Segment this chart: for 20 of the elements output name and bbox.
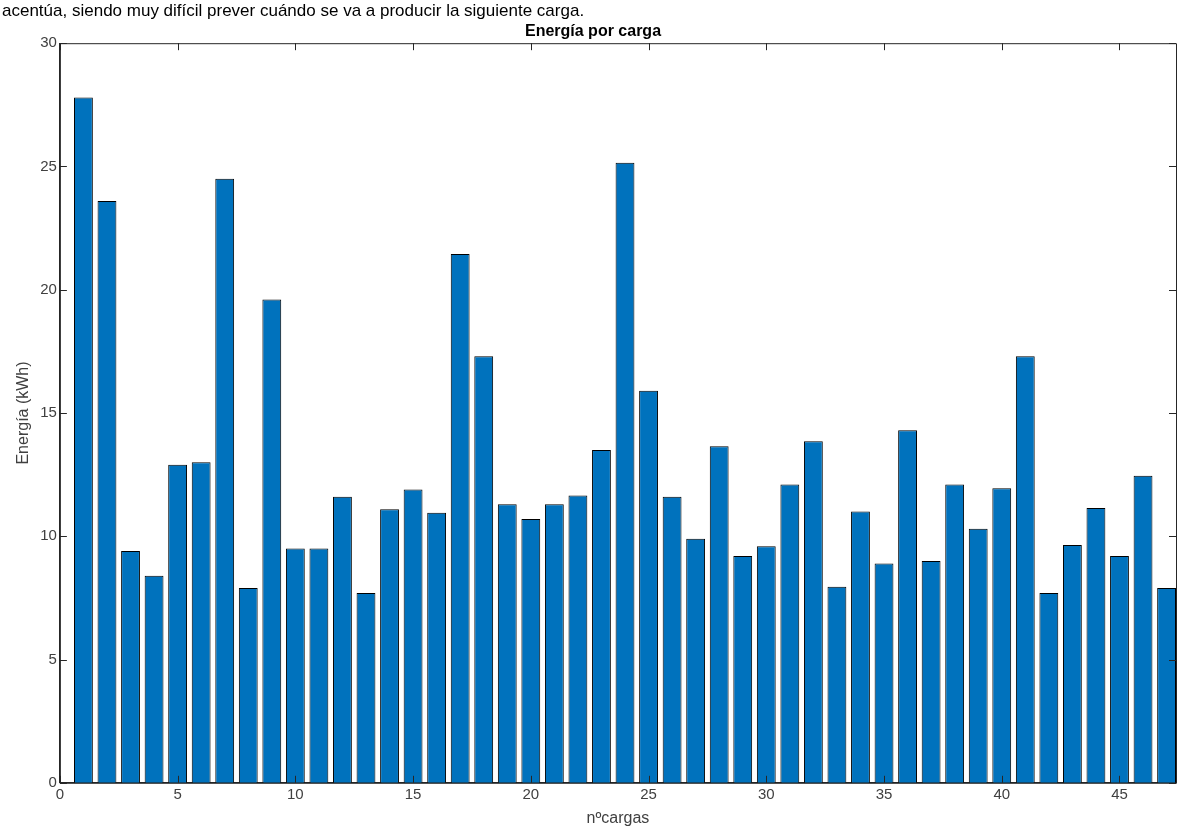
text: acentúa, siendo muy difícil prever cuándo se va a producir la siguiente carga. bbox=[1, 0, 586, 22]
x-tick-label: 15 bbox=[404, 784, 422, 802]
y-axis-title: Energía (kWh) bbox=[14, 361, 32, 465]
x-tick-label: 5 bbox=[173, 784, 182, 802]
y-tick-label: 25 bbox=[40, 156, 57, 174]
x-tick-label: 35 bbox=[875, 784, 893, 802]
y-tick-label: 30 bbox=[40, 33, 57, 51]
y-tick-label: 10 bbox=[40, 526, 57, 544]
y-tick-label: 0 bbox=[48, 772, 57, 790]
x-tick-label: 25 bbox=[640, 784, 657, 802]
x-tick-label: 30 bbox=[757, 784, 775, 802]
x-tick-label: 20 bbox=[522, 784, 540, 802]
y-tick-label: 5 bbox=[48, 649, 57, 667]
x-tick-label: 40 bbox=[993, 784, 1011, 802]
x-axis-title: nºcargas bbox=[586, 808, 650, 826]
y-tick-label: 15 bbox=[40, 403, 57, 421]
x-tick-label: 45 bbox=[1111, 784, 1128, 802]
y-tick-label: 20 bbox=[40, 279, 57, 297]
chart-title: Energía por carga bbox=[524, 22, 662, 40]
x-tick-label: 10 bbox=[287, 784, 304, 802]
